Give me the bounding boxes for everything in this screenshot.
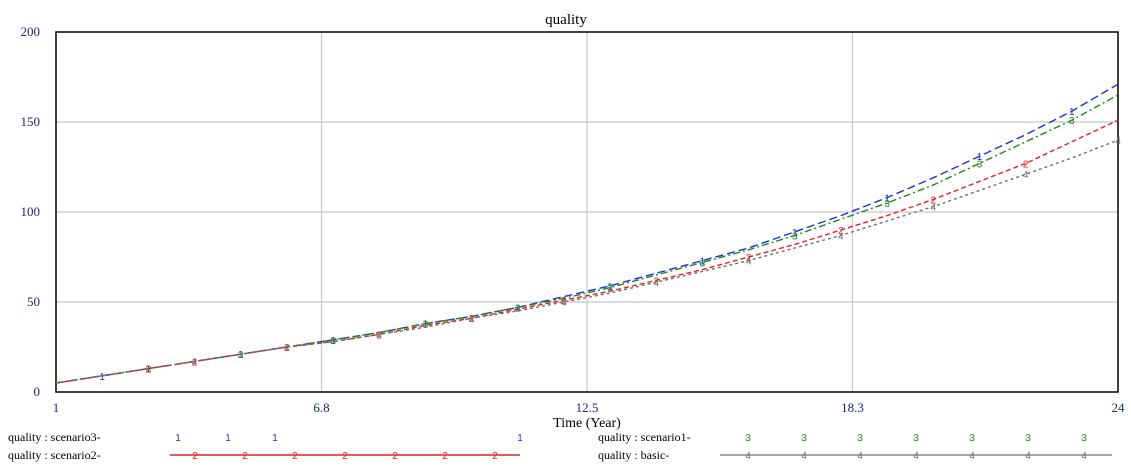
legend: quality : scenario3- 1 1 1 1 quality : scenar…	[8, 430, 1112, 462]
series-marker: 3	[700, 258, 706, 269]
chart-title: quality	[545, 12, 587, 28]
legend-marker: 3	[801, 433, 807, 444]
series-marker: 1	[146, 365, 152, 376]
legend-label: quality : basic-	[598, 448, 669, 462]
legend-marker: 2	[492, 451, 498, 462]
x-axis-title: Time (Year)	[553, 416, 621, 431]
x-tick-label: 24	[1112, 400, 1126, 415]
series-marker: 4	[653, 278, 659, 289]
series-marker: 3	[238, 350, 244, 361]
series-line	[55, 83, 1119, 384]
legend-marker: 1	[225, 433, 231, 444]
legend-marker: 3	[857, 433, 863, 444]
legend-marker: 4	[1025, 451, 1031, 462]
series-marker: 3	[607, 284, 613, 295]
legend-marker: 2	[442, 451, 448, 462]
y-tick-label: 150	[21, 114, 41, 129]
y-tick-label: 200	[21, 24, 41, 39]
series-marker: 1	[238, 350, 244, 361]
plot-frame	[55, 31, 1119, 393]
legend-marker: 3	[913, 433, 919, 444]
series-marker: 2	[746, 253, 752, 264]
legend-marker: 3	[969, 433, 975, 444]
series-layer: 1111111111113333333333322222222222444444…	[55, 83, 1121, 384]
series-3: 2 2 2 2 2 2 2 2 2 2 2	[55, 119, 1119, 384]
legend-marker: 3	[745, 433, 751, 444]
series-marker: 2	[838, 226, 844, 237]
series-line	[55, 119, 1119, 384]
series-marker: 2	[376, 330, 382, 341]
x-tick-label: 6.8	[313, 400, 329, 415]
series-marker: 4	[284, 343, 290, 354]
series-marker: 4	[192, 357, 198, 368]
legend-marker: 4	[857, 451, 863, 462]
legend-item: quality : scenario3- 1 1 1 1	[8, 430, 523, 444]
series-marker: 3	[1069, 116, 1075, 127]
legend-marker: 3	[1025, 433, 1031, 444]
legend-marker: 3	[1081, 433, 1087, 444]
series-marker: 2	[284, 343, 290, 354]
series-marker: 4	[469, 314, 475, 325]
y-tick-label: 0	[34, 384, 41, 399]
legend-marker: 2	[392, 451, 398, 462]
legend-marker: 4	[801, 451, 807, 462]
series-marker: 4	[1023, 170, 1029, 181]
series-marker: 4	[376, 330, 382, 341]
legend-marker: 1	[175, 433, 181, 444]
series-marker: 3	[792, 231, 798, 242]
series-marker: 2	[931, 195, 937, 206]
legend-marker: 2	[342, 451, 348, 462]
series-marker: 1	[977, 152, 983, 163]
series-marker: 4	[838, 231, 844, 242]
series-marker: 4	[561, 298, 567, 309]
series-marker: 2	[146, 365, 152, 376]
series-marker: 1	[607, 282, 613, 293]
series-4: 4 4 4 4 4 4 4 4 4 4 4	[55, 136, 1121, 384]
series-marker: 1	[884, 194, 890, 205]
series-marker: 3	[423, 320, 429, 331]
x-axis: 1 6.8 12.5 18.3 24	[53, 400, 1125, 415]
series-marker: 1	[423, 320, 429, 331]
legend-label: quality : scenario1-	[598, 430, 691, 444]
series-marker: 2	[1023, 159, 1029, 170]
series-marker: 1	[99, 372, 105, 383]
x-tick-label: 1	[53, 400, 60, 415]
grid	[56, 32, 1118, 392]
x-tick-label: 12.5	[576, 400, 599, 415]
legend-item: quality : scenario1- 3 3 3 3 3 3 3	[598, 430, 1087, 444]
series-marker: 2	[561, 296, 567, 307]
legend-marker: 4	[913, 451, 919, 462]
series-line	[55, 94, 1119, 384]
series-marker: 3	[977, 159, 983, 170]
series-marker: 4	[746, 257, 752, 268]
legend-marker: 4	[969, 451, 975, 462]
series-marker: 1	[700, 257, 706, 268]
legend-marker: 4	[1081, 451, 1087, 462]
y-tick-label: 100	[21, 204, 41, 219]
legend-marker: 2	[192, 451, 198, 462]
series-marker: 3	[884, 199, 890, 210]
series-marker: 1	[792, 228, 798, 239]
legend-marker: 4	[745, 451, 751, 462]
legend-item: quality : basic- 4 4 4 4 4 4 4	[598, 448, 1112, 462]
series-marker: 2	[192, 357, 198, 368]
legend-label: quality : scenario2-	[8, 448, 101, 462]
y-axis: 0 50 100 150 200	[21, 24, 41, 399]
legend-marker: 1	[272, 433, 278, 444]
series-marker: 3	[146, 365, 152, 376]
legend-item: quality : scenario2- 2 2 2 2 2 2 2	[8, 448, 520, 462]
x-tick-label: 18.3	[841, 400, 864, 415]
series-marker: 4	[931, 203, 937, 214]
legend-marker: 1	[517, 433, 523, 444]
legend-marker: 2	[242, 451, 248, 462]
legend-marker: 2	[292, 451, 298, 462]
series-marker: 2	[653, 276, 659, 287]
y-tick-label: 50	[27, 294, 40, 309]
series-marker: 1	[1069, 107, 1075, 118]
series-marker: 2	[469, 314, 475, 325]
legend-label: quality : scenario3-	[8, 430, 101, 444]
series-marker: 4	[1115, 136, 1121, 147]
